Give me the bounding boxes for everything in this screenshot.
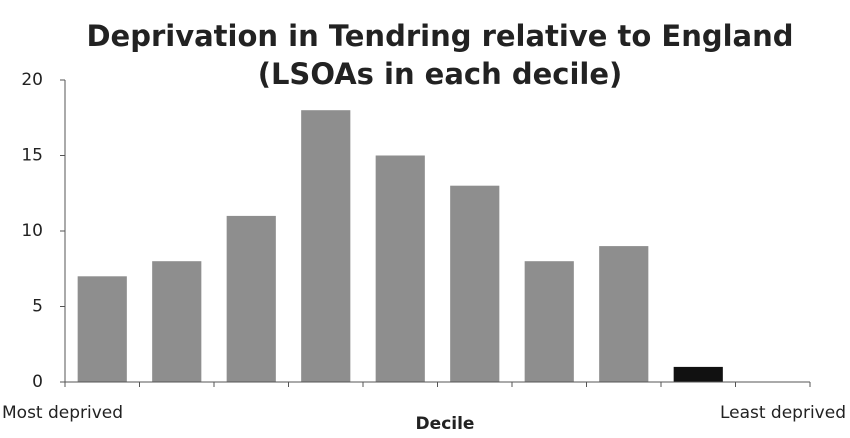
bar <box>77 276 127 382</box>
x-axis-label: Decile <box>416 414 475 434</box>
bar <box>301 110 351 382</box>
y-tick-label: 20 <box>21 70 43 90</box>
bar <box>524 261 574 382</box>
y-tick-label: 10 <box>21 221 43 241</box>
bar <box>226 215 276 382</box>
bar <box>375 155 425 382</box>
chart-title: Deprivation in Tendring relative to Engl… <box>86 19 793 53</box>
x-tick-label: Least deprived <box>720 403 846 423</box>
y-tick-label: 15 <box>21 146 43 166</box>
bar <box>599 246 649 382</box>
y-tick-label: 0 <box>32 372 43 392</box>
bar <box>152 261 202 382</box>
bar <box>450 185 500 382</box>
y-tick-label: 5 <box>32 297 43 317</box>
x-tick-label: Most deprived <box>2 403 123 423</box>
chart-title: (LSOAs in each decile) <box>258 57 623 91</box>
bar <box>673 366 723 382</box>
